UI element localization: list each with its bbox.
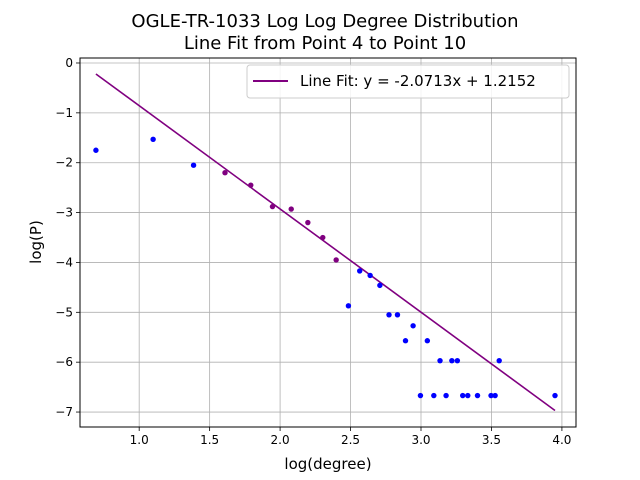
data-point: [417, 392, 424, 399]
data-point: [345, 303, 352, 309]
data-point: [320, 234, 326, 241]
y-tick-label: −4: [55, 255, 73, 269]
data-point: [305, 219, 311, 226]
data-point: [222, 169, 228, 176]
data-point: [402, 338, 409, 344]
grid-lines: [80, 58, 576, 427]
fit-line: [95, 73, 556, 412]
y-tick-label: −5: [55, 305, 73, 319]
legend-label: Line Fit: y = -2.0713x + 1.2152: [300, 72, 536, 90]
legend-box: [246, 64, 570, 99]
data-point: [431, 392, 437, 399]
x-tick-label: 1.0: [130, 433, 149, 447]
data-point: [377, 282, 383, 289]
data-point: [492, 392, 498, 399]
data-point: [552, 392, 558, 399]
chart-title-line-1: OGLE-TR-1033 Log Log Degree Distribution: [131, 11, 518, 32]
y-axis-label: log(P): [27, 220, 45, 264]
y-tick-label: −3: [55, 206, 73, 220]
data-point: [443, 392, 449, 399]
data-point: [437, 357, 443, 364]
y-tick-label: −6: [55, 355, 73, 369]
data-point: [367, 272, 373, 279]
chart-title-line-2: Line Fit from Point 4 to Point 10: [184, 33, 466, 54]
x-tick-label: 1.5: [200, 433, 219, 447]
legend: Line Fit: y = -2.0713x + 1.2152: [246, 64, 570, 99]
data-point: [488, 392, 494, 399]
y-tick-label: −7: [55, 405, 73, 419]
data-point: [394, 312, 401, 318]
data-point: [454, 357, 461, 364]
data-point: [465, 392, 471, 399]
x-tick-label: 3.0: [411, 433, 430, 447]
y-tick-label: −2: [55, 156, 73, 170]
data-point: [386, 312, 392, 318]
data-point: [269, 203, 276, 210]
data-point: [410, 323, 416, 329]
data-points: [93, 136, 558, 399]
data-point: [190, 162, 197, 168]
x-tick-label: 2.5: [341, 433, 360, 447]
data-point: [93, 147, 99, 153]
data-point: [424, 338, 431, 344]
data-point: [150, 136, 156, 142]
data-point: [460, 392, 466, 399]
data-point: [496, 357, 502, 364]
data-point: [248, 182, 254, 188]
data-point: [288, 206, 294, 212]
x-axis-ticks: 1.0 1.5 2.0 2.5 3.0 3.5 4.0: [130, 427, 571, 447]
data-point: [357, 268, 363, 274]
y-axis-ticks: 0 −1 −2 −3 −4 −5 −6 −7: [55, 56, 80, 419]
y-tick-label: 0: [65, 56, 73, 70]
x-axis-label: log(degree): [284, 455, 371, 473]
y-tick-label: −1: [55, 106, 73, 120]
x-tick-label: 2.0: [271, 433, 290, 447]
x-tick-label: 3.5: [482, 433, 501, 447]
plot-frame: [79, 57, 577, 428]
data-point: [449, 357, 455, 364]
data-point: [333, 257, 339, 263]
data-point: [474, 392, 481, 399]
x-tick-label: 4.0: [552, 433, 571, 447]
